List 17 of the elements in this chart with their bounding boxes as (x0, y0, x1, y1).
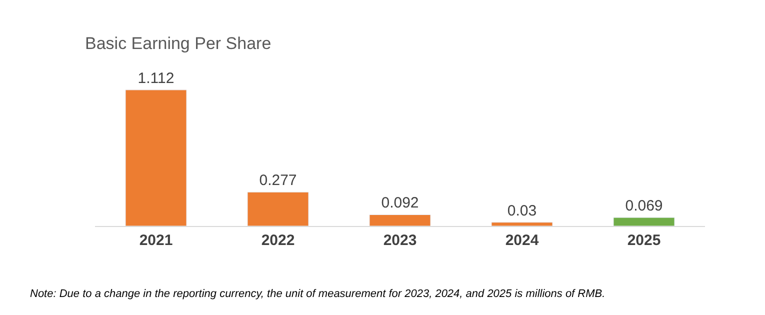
data-label: 0.277 (259, 172, 297, 190)
text: Note: Due to a change in the reporting currency, the unit of measurement for 2023, 2024, and 2025 is millions of RMB. (30, 288, 606, 300)
x-tick-label: 2024 (505, 232, 540, 249)
bar (491, 222, 553, 226)
data-label: 1.112 (138, 70, 174, 87)
x-tick-label: 2023 (383, 232, 417, 249)
x-tick-label: 2022 (261, 232, 295, 249)
x-tick-label: 2021 (139, 232, 173, 249)
chart-title: Basic Earning Per Share (85, 34, 272, 53)
x-tick-label: 2025 (627, 232, 661, 249)
bar (247, 192, 309, 226)
data-label: 0.03 (507, 202, 537, 220)
bar (369, 214, 431, 226)
data-label: 0.092 (381, 194, 419, 212)
data-label: 0.069 (625, 198, 663, 215)
bar (125, 90, 187, 226)
bar (613, 217, 675, 226)
